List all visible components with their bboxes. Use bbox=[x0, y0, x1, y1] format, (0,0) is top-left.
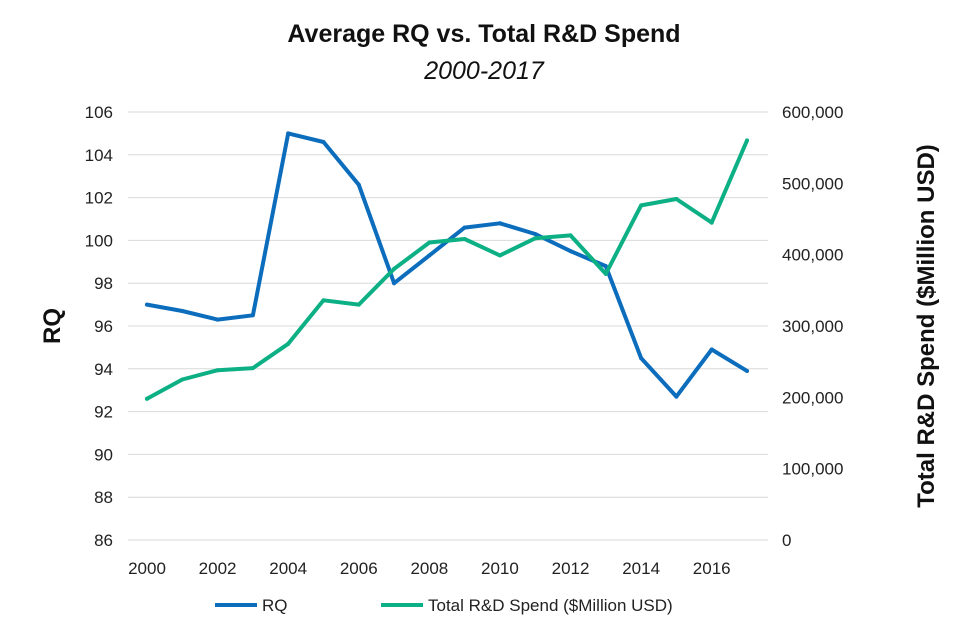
data-point bbox=[427, 240, 432, 245]
data-point bbox=[321, 139, 326, 144]
data-point bbox=[215, 317, 220, 322]
data-point bbox=[674, 197, 679, 202]
x-tick-label: 2002 bbox=[199, 559, 237, 578]
data-point bbox=[145, 302, 149, 307]
x-tick-label: 2004 bbox=[269, 559, 307, 578]
data-point bbox=[392, 281, 397, 286]
x-tick-label: 2000 bbox=[128, 559, 166, 578]
gridlines bbox=[128, 111, 768, 541]
left-tick-label: 106 bbox=[85, 103, 113, 122]
left-tick-label: 96 bbox=[94, 317, 113, 336]
left-tick-label: 104 bbox=[85, 146, 113, 165]
x-tick-label: 2014 bbox=[622, 559, 660, 578]
data-point bbox=[497, 221, 502, 226]
right-tick-label: 300,000 bbox=[782, 317, 843, 336]
data-point bbox=[709, 220, 714, 225]
data-point bbox=[639, 356, 644, 361]
left-tick-label: 88 bbox=[94, 488, 113, 507]
x-tick-label: 2006 bbox=[340, 559, 378, 578]
left-tick-label: 86 bbox=[94, 531, 113, 550]
data-point bbox=[356, 302, 361, 307]
data-point bbox=[639, 203, 644, 208]
left-tick-label: 102 bbox=[85, 189, 113, 208]
data-point bbox=[462, 236, 467, 241]
data-point bbox=[180, 377, 185, 382]
right-tick-label: 200,000 bbox=[782, 388, 843, 407]
data-point bbox=[568, 249, 573, 254]
right-tick-label: 400,000 bbox=[782, 246, 843, 265]
data-point bbox=[568, 233, 573, 238]
data-point bbox=[603, 271, 608, 276]
data-point bbox=[497, 253, 502, 258]
legend-label: RQ bbox=[262, 596, 288, 615]
legend-label: Total R&D Spend ($Million USD) bbox=[428, 596, 673, 615]
series-line-rd-spend bbox=[145, 138, 749, 401]
right-tick-label: 0 bbox=[782, 531, 791, 550]
data-point bbox=[250, 313, 255, 318]
right-axis-title: Total R&D Spend ($Million USD) bbox=[913, 144, 940, 508]
left-tick-label: 100 bbox=[85, 231, 113, 250]
data-point bbox=[603, 264, 608, 269]
data-point bbox=[215, 368, 220, 373]
left-tick-label: 90 bbox=[94, 445, 113, 464]
right-tick-label: 600,000 bbox=[782, 103, 843, 122]
right-axis-ticks: 600,000 500,000 400,000 300,000 200,000 100,0… bbox=[782, 103, 843, 550]
right-tick-label: 100,000 bbox=[782, 460, 843, 479]
left-tick-label: 92 bbox=[94, 403, 113, 422]
x-axis-ticks: 2000 2002 2004 2006 2008 2010 2012 2014 2016 bbox=[128, 559, 731, 578]
data-point bbox=[745, 368, 749, 373]
data-point bbox=[427, 253, 432, 258]
data-point bbox=[180, 309, 185, 314]
x-tick-label: 2016 bbox=[693, 559, 731, 578]
series-line-rq bbox=[145, 131, 749, 399]
data-point bbox=[145, 396, 149, 401]
data-point bbox=[533, 236, 538, 241]
legend: RQ Total R&D Spend ($Million USD) bbox=[215, 596, 673, 615]
left-tick-label: 94 bbox=[94, 360, 113, 379]
data-point bbox=[356, 182, 361, 187]
data-point bbox=[321, 298, 326, 303]
x-tick-label: 2008 bbox=[410, 559, 448, 578]
data-point bbox=[286, 341, 291, 346]
chart-title: Average RQ vs. Total R&D Spend bbox=[287, 20, 680, 48]
data-point bbox=[709, 347, 714, 352]
left-axis-ticks: 106 104 102 100 98 96 94 92 90 88 86 bbox=[85, 103, 113, 550]
data-point bbox=[250, 366, 255, 371]
chart-subtitle: 2000-2017 bbox=[423, 57, 545, 85]
right-tick-label: 500,000 bbox=[782, 174, 843, 193]
data-point bbox=[462, 225, 467, 230]
data-point bbox=[745, 138, 749, 143]
data-point bbox=[286, 131, 291, 136]
x-tick-label: 2012 bbox=[552, 559, 590, 578]
left-axis-title: RQ bbox=[39, 308, 66, 344]
series-lines bbox=[145, 131, 749, 401]
data-point bbox=[533, 231, 538, 236]
x-tick-label: 2010 bbox=[481, 559, 519, 578]
data-point bbox=[674, 394, 679, 399]
left-tick-label: 98 bbox=[94, 274, 113, 293]
data-point bbox=[392, 266, 397, 271]
